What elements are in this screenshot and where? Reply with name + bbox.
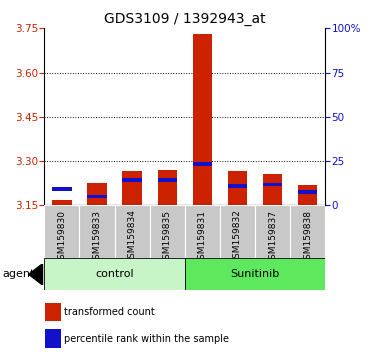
Bar	[45, 329, 60, 348]
Bar	[185, 258, 325, 290]
Bar	[87, 195, 107, 198]
Bar	[228, 184, 247, 188]
Text: GSM159832: GSM159832	[233, 210, 242, 264]
Bar	[228, 171, 247, 205]
Polygon shape	[28, 264, 42, 285]
Bar	[122, 171, 142, 205]
Bar	[263, 174, 282, 205]
Text: percentile rank within the sample: percentile rank within the sample	[64, 334, 229, 344]
Bar	[263, 183, 282, 187]
Text: control: control	[95, 269, 134, 279]
Bar	[122, 178, 142, 182]
Title: GDS3109 / 1392943_at: GDS3109 / 1392943_at	[104, 12, 266, 26]
Bar	[45, 303, 60, 321]
Text: agent: agent	[2, 269, 34, 279]
Bar	[87, 183, 107, 205]
Bar	[193, 162, 212, 166]
Bar	[157, 170, 177, 205]
Text: GSM159831: GSM159831	[198, 210, 207, 264]
Bar	[52, 187, 72, 191]
Bar	[44, 205, 79, 258]
Text: transformed count: transformed count	[64, 307, 155, 317]
Text: GSM159835: GSM159835	[163, 210, 172, 264]
Bar	[157, 178, 177, 182]
Text: Sunitinib: Sunitinib	[231, 269, 280, 279]
Text: GSM159833: GSM159833	[92, 210, 102, 264]
Bar	[298, 185, 317, 205]
Bar	[52, 200, 72, 205]
Text: GSM159834: GSM159834	[127, 210, 137, 264]
Bar	[220, 205, 255, 258]
Bar	[290, 205, 325, 258]
Bar	[185, 205, 220, 258]
Text: GSM159837: GSM159837	[268, 210, 277, 264]
Bar	[255, 205, 290, 258]
Bar	[115, 205, 150, 258]
Text: GSM159830: GSM159830	[57, 210, 66, 264]
Bar	[44, 258, 185, 290]
Bar	[79, 205, 115, 258]
Bar	[193, 34, 212, 205]
Text: GSM159838: GSM159838	[303, 210, 312, 264]
Bar	[150, 205, 185, 258]
Bar	[298, 190, 317, 194]
